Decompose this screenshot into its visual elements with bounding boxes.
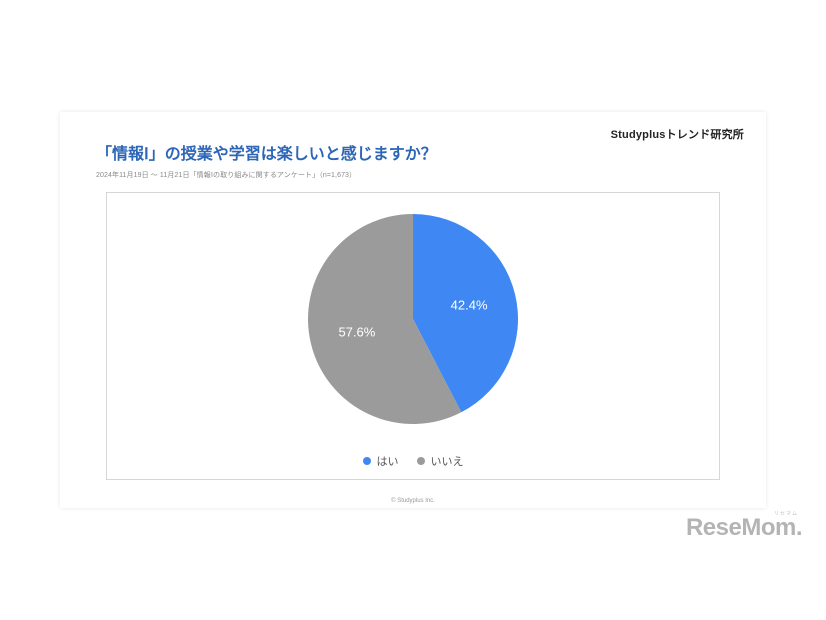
chart-subtitle: 2024年11月19日 〜 11月21日「情報Ⅰの取り組みに関するアンケート」（…: [96, 170, 738, 180]
pie-chart: 42.4% 57.6%: [308, 214, 518, 424]
watermark-dot: .: [796, 514, 802, 541]
slide: Studyplusトレンド研究所 「情報Ⅰ」の授業や学習は楽しいと感じますか？ …: [60, 112, 766, 508]
watermark-main: ReseMom: [686, 514, 796, 541]
pie-label-yes: 42.4%: [451, 298, 488, 313]
chart-frame: 42.4% 57.6% はい いいえ: [106, 192, 720, 480]
copyright-label: © Studyplus Inc.: [60, 498, 766, 504]
legend: はい いいえ: [107, 453, 719, 469]
pie-svg: [308, 214, 518, 424]
watermark-ruby: リセマム: [774, 510, 798, 517]
watermark: リセマム ReseMom.: [686, 514, 802, 542]
canvas: Studyplusトレンド研究所 「情報Ⅰ」の授業や学習は楽しいと感じますか？ …: [0, 0, 826, 620]
pie-label-no: 57.6%: [338, 325, 375, 340]
legend-label: はい: [377, 453, 399, 469]
legend-label: いいえ: [431, 453, 464, 469]
legend-dot-icon: [417, 457, 425, 465]
brand-top-label: Studyplusトレンド研究所: [611, 126, 744, 142]
legend-item: いいえ: [417, 453, 464, 469]
chart-title: 「情報Ⅰ」の授業や学習は楽しいと感じますか？: [96, 140, 738, 164]
legend-item: はい: [363, 453, 399, 469]
legend-dot-icon: [363, 457, 371, 465]
